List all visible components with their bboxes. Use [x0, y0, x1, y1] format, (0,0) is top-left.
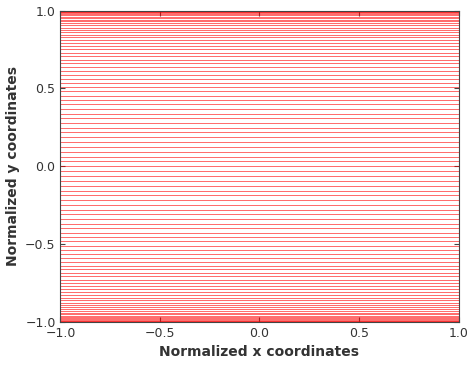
- Y-axis label: Normalized y coordinates: Normalized y coordinates: [6, 66, 19, 266]
- X-axis label: Normalized x coordinates: Normalized x coordinates: [159, 345, 359, 360]
